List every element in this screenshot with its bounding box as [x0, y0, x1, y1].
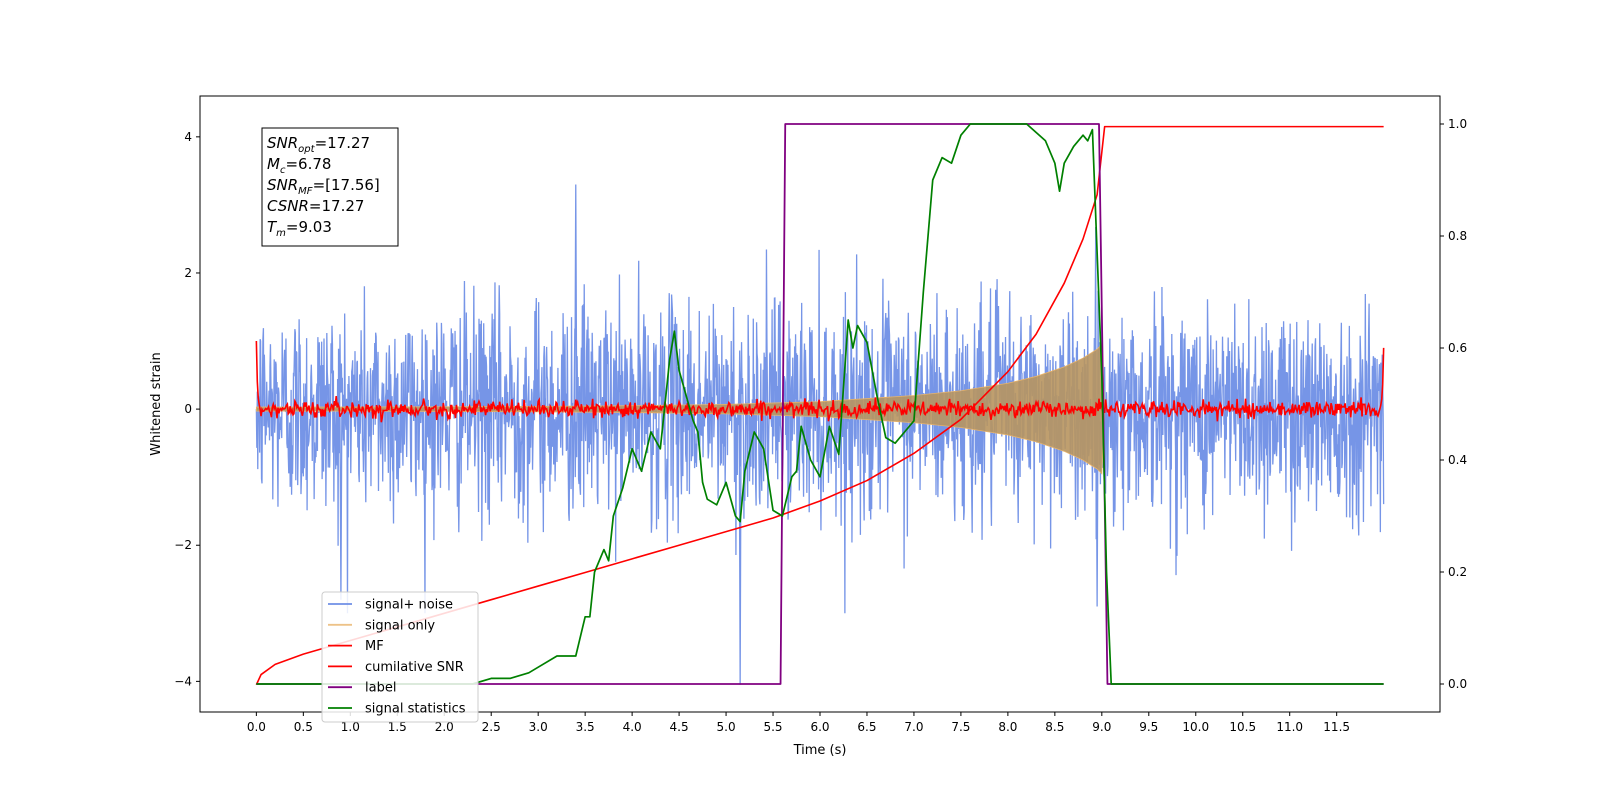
- x-tick-label: 6.5: [857, 720, 876, 734]
- x-tick-label: 2.5: [482, 720, 501, 734]
- x-tick-label: 0.0: [247, 720, 266, 734]
- y2-tick-label: 0.6: [1448, 341, 1467, 355]
- annotation-symbol: SNR: [267, 176, 298, 194]
- annotation-line: SNRMF=[17.56]: [267, 176, 380, 197]
- y-tick-label: 2: [184, 266, 192, 280]
- x-tick-label: 0.5: [294, 720, 313, 734]
- annotation-frame: [261, 127, 399, 247]
- x-tick-label: 8.5: [1045, 720, 1064, 734]
- x-tick-label: 11.0: [1276, 720, 1303, 734]
- y2-tick-label: 0.2: [1448, 565, 1467, 579]
- x-tick-label: 9.5: [1139, 720, 1158, 734]
- x-axis-label: Time (s): [793, 743, 847, 758]
- x-tick-label: 5.5: [763, 720, 782, 734]
- legend: signal+ noise signal only MF cumilative SNR…: [321, 591, 479, 723]
- annotation-line: Mc=6.78: [267, 155, 331, 176]
- x-axis: 0.0 0.5 1.0 1.5 2.0 2.5 3.0 3.5 4.0 4.5 5.0 5.5 6.0 6…: [247, 712, 1350, 734]
- y-axis-right: 0.0 0.2 0.4 0.6 0.8 1.0: [1440, 117, 1467, 691]
- y-tick-label: 4: [184, 130, 192, 144]
- annotation-box: SNRopt=17.27Mc=6.78SNRMF=[17.56]CSNR=17.…: [261, 127, 399, 247]
- x-tick-label: 11.5: [1323, 720, 1350, 734]
- series-signal-statistics-line: [256, 123, 1384, 685]
- x-tick-label: 7.0: [904, 720, 923, 734]
- x-tick-label: 2.0: [435, 720, 454, 734]
- y-axis-label: Whitened strain: [149, 352, 164, 455]
- legend-entry-label: signal statistics: [365, 702, 466, 717]
- annotation-subscript: c: [280, 165, 286, 176]
- legend-entry-label: signal only: [365, 618, 435, 633]
- annotation-value: =9.03: [286, 218, 332, 236]
- annotation-line: CSNR=17.27: [267, 197, 364, 215]
- annotation-line: Tm=9.03: [267, 218, 332, 239]
- annotation-symbol: CSNR: [267, 197, 309, 215]
- x-tick-label: 7.5: [951, 720, 970, 734]
- x-tick-label: 5.0: [717, 720, 736, 734]
- x-tick-label: 10.5: [1229, 720, 1256, 734]
- x-tick-label: 9.0: [1092, 720, 1111, 734]
- x-tick-label: 1.5: [388, 720, 407, 734]
- y2-tick-label: 1.0: [1448, 117, 1467, 131]
- annotation-symbol: SNR: [267, 134, 298, 152]
- legend-entry-label: MF: [365, 639, 384, 654]
- annotation-subscript: MF: [298, 186, 313, 197]
- y2-tick-label: 0.0: [1448, 677, 1467, 691]
- annotation-subscript: m: [276, 228, 286, 239]
- x-tick-label: 3.0: [529, 720, 548, 734]
- x-tick-label: 6.0: [810, 720, 829, 734]
- x-tick-label: 4.0: [623, 720, 642, 734]
- annotation-value: =17.27: [315, 134, 371, 152]
- legend-entry-label: signal+ noise: [365, 598, 453, 613]
- y2-tick-label: 0.4: [1448, 453, 1467, 467]
- legend-frame: [321, 591, 479, 723]
- annotation-value: =6.78: [285, 155, 331, 173]
- annotation-subscript: opt: [298, 144, 315, 155]
- x-tick-label: 4.5: [670, 720, 689, 734]
- annotation-line: SNRopt=17.27: [267, 134, 370, 155]
- x-tick-label: 10.0: [1182, 720, 1209, 734]
- annotation-value: =[17.56]: [313, 176, 380, 194]
- series-mf-line: [255, 341, 1385, 423]
- x-tick-label: 8.0: [998, 720, 1017, 734]
- legend-entry-label: cumilative SNR: [365, 660, 464, 675]
- y2-tick-label: 0.8: [1448, 229, 1467, 243]
- annotation-value: =17.27: [309, 197, 365, 215]
- legend-entry-label: label: [365, 681, 396, 696]
- annotation-symbol: M: [267, 155, 280, 173]
- annotation-symbol: T: [267, 218, 278, 236]
- y-axis-left: −4 −2 0 2 4: [174, 130, 200, 688]
- y-tick-label: 0: [184, 402, 192, 416]
- x-tick-label: 3.5: [576, 720, 595, 734]
- y-tick-label: −2: [174, 538, 192, 552]
- y-tick-label: −4: [174, 674, 192, 688]
- x-tick-label: 1.0: [341, 720, 360, 734]
